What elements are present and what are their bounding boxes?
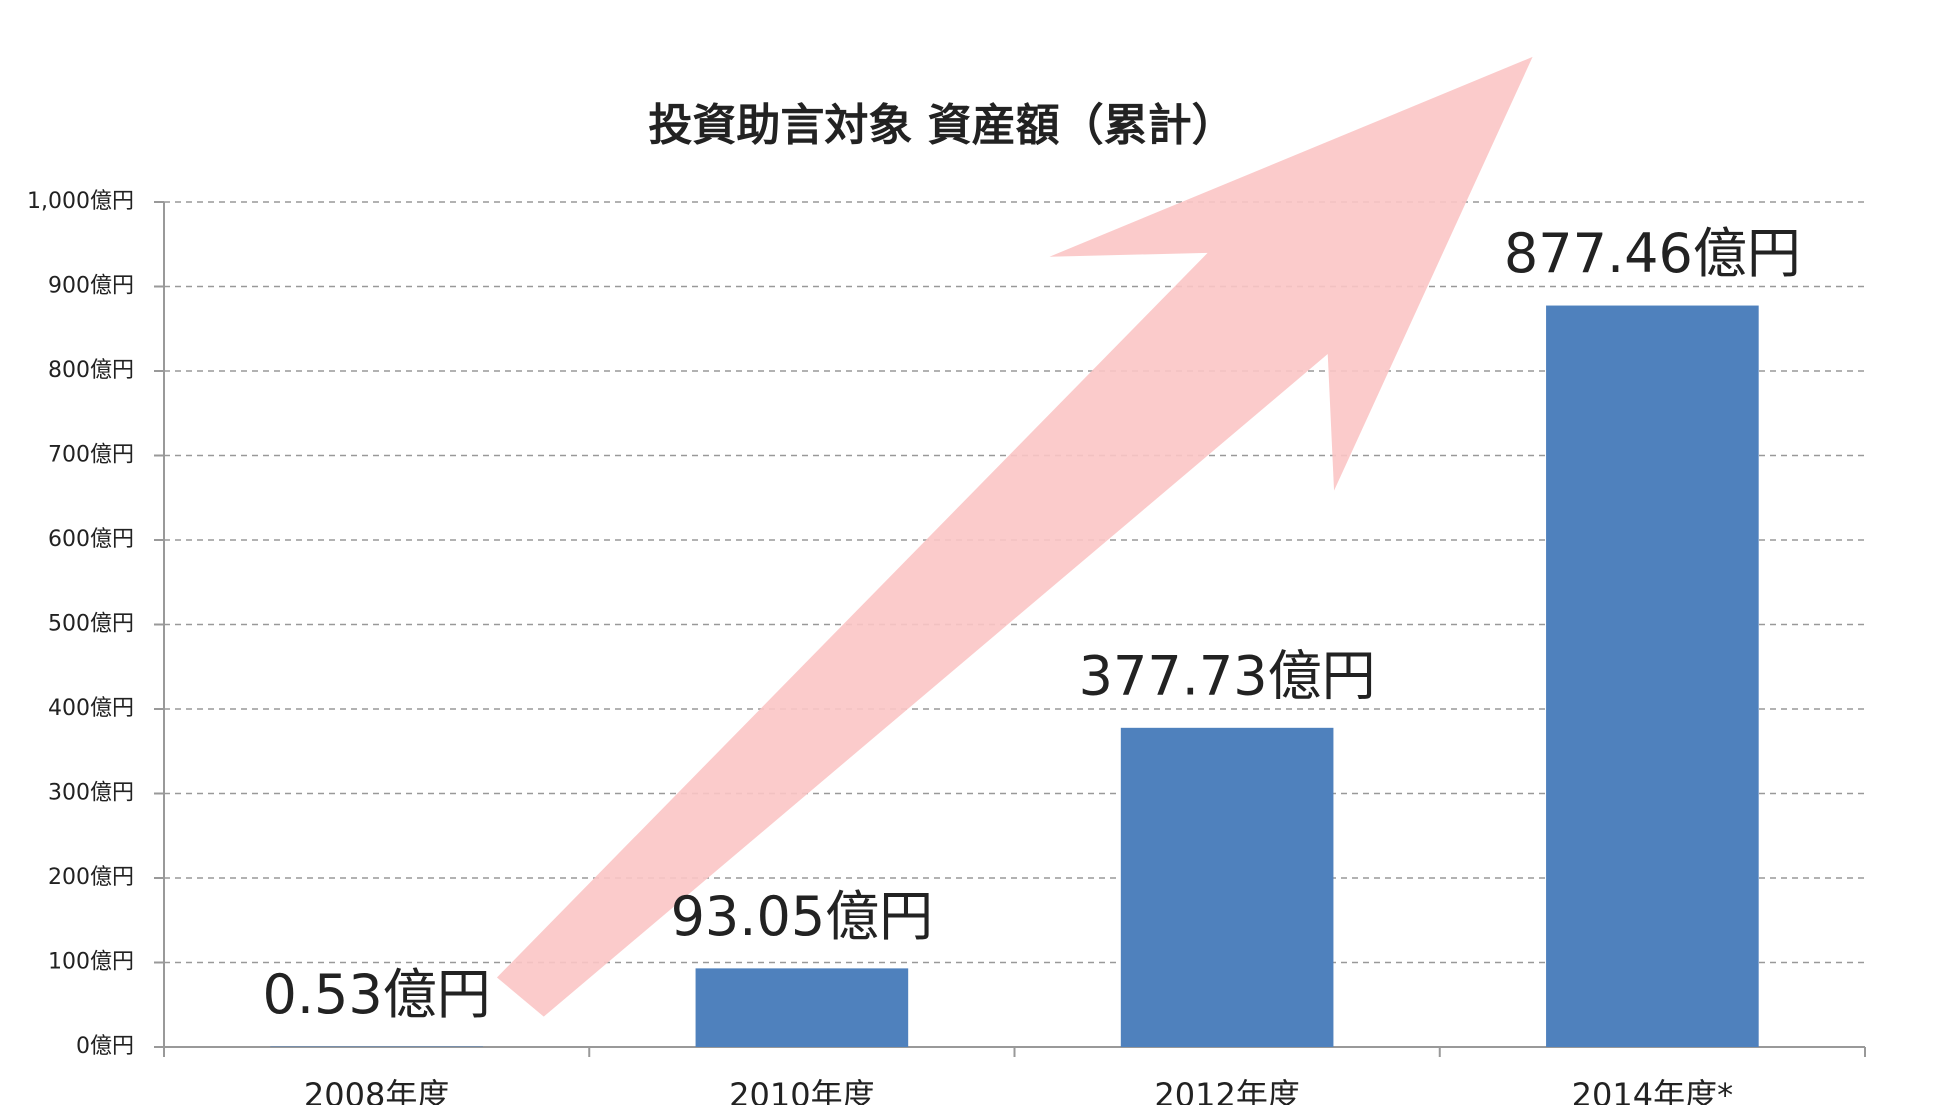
grid: 0億円 100億円 200億円 300億円 400億円 500億円 600億円 700億円 80… <box>27 189 1866 1059</box>
bars: 2008年度 0.53億円 2010年度 93.05億円 2012年度 377.73億円 2… <box>263 222 1801 1105</box>
x-tick-label: 2012年度 <box>1154 1076 1299 1105</box>
data-label: 377.73億円 <box>1079 644 1376 707</box>
y-tick-label: 700億円 <box>48 443 134 468</box>
y-tick-label: 800億円 <box>48 358 134 383</box>
data-label: 877.46億円 <box>1504 222 1801 285</box>
bar <box>1546 305 1759 1048</box>
y-tick-label: 900億円 <box>48 274 134 299</box>
x-tick-label: 2014年度* <box>1572 1076 1733 1105</box>
y-tick-label: 500億円 <box>48 612 134 637</box>
bar <box>1120 727 1334 1047</box>
y-tick-label: 0億円 <box>76 1034 134 1059</box>
data-label: 93.05億円 <box>671 885 934 948</box>
chart-title: 投資助言対象 資産額（累計） <box>648 100 1235 151</box>
y-tick-label: 100億円 <box>48 950 134 975</box>
y-tick-label: 1,000億円 <box>27 189 134 214</box>
y-tick-label: 300億円 <box>48 781 134 806</box>
data-label: 0.53億円 <box>263 963 491 1026</box>
bar <box>695 968 909 1047</box>
x-tick-label: 2008年度 <box>304 1076 449 1105</box>
y-tick-label: 400億円 <box>48 696 134 721</box>
y-tick-label: 200億円 <box>48 865 134 890</box>
y-tick-label: 600億円 <box>48 527 134 552</box>
trend-arrow <box>496 56 1533 1017</box>
x-tick-label: 2010年度 <box>729 1076 874 1105</box>
